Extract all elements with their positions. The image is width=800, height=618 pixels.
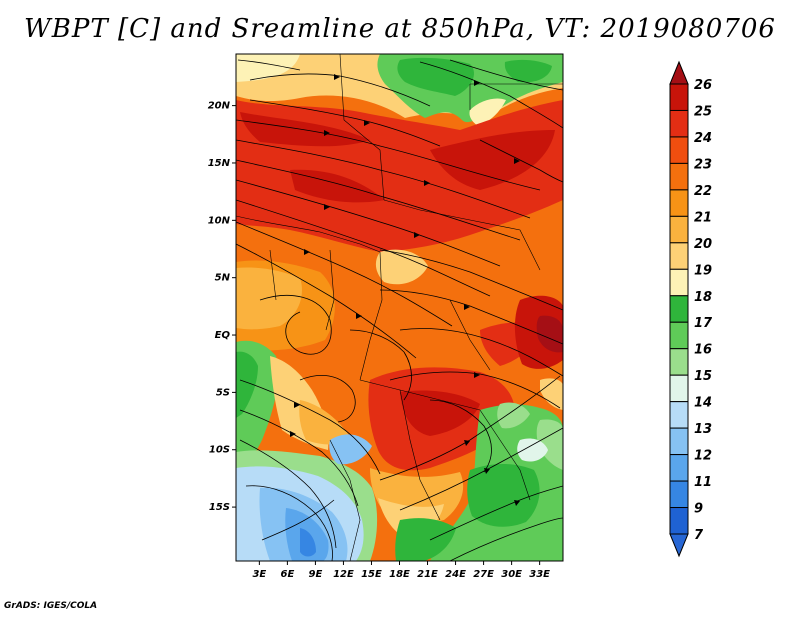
lon-tick-label: 6E (280, 569, 294, 580)
wbpt-field (236, 54, 563, 561)
lat-tick-label: 15N (208, 158, 231, 169)
colorbar-swatch (669, 136, 689, 164)
colorbar-swatch (669, 427, 689, 456)
colorbar-swatch (669, 215, 689, 244)
lon-tick-label: 12E (333, 569, 354, 580)
colorbar-swatch (669, 109, 689, 138)
colorbar-label: 15 (694, 369, 712, 384)
colorbar-label: 9 (694, 502, 703, 517)
colorbar-label: 20 (694, 237, 712, 252)
colorbar-label: 25 (694, 104, 712, 119)
colorbar-label: 11 (694, 475, 712, 490)
colorbar-min-arrow (669, 533, 689, 558)
colorbar-swatch (669, 321, 689, 350)
colorbar-label: 21 (694, 210, 712, 225)
lat-tick-label: 5N (215, 273, 231, 284)
lat-tick-label: 15S (209, 502, 230, 513)
colorbar-label: 18 (694, 290, 712, 305)
lon-tick-label: 27E (473, 569, 494, 580)
lat-tick-label: 5S (216, 387, 230, 398)
longitude-axis: 3E 6E 9E 12E 15E 18E 21E 24E 27E 30E 33E (252, 561, 550, 580)
lon-tick-label: 33E (529, 569, 550, 580)
colorbar-label: 26 (694, 78, 712, 93)
colorbar-swatch (669, 242, 689, 270)
lat-tick-label: 10S (209, 445, 230, 456)
lat-tick-label: 20N (208, 101, 231, 112)
colorbar-label: 7 (694, 528, 704, 543)
colorbar: 26 25 24 23 22 21 20 19 18 17 16 15 14 13 12 11 9 7 (669, 60, 713, 558)
latitude-axis: 20N 15N 10N 5N EQ 5S 10S 15S (208, 101, 236, 513)
colorbar-swatch (669, 268, 689, 297)
colorbar-label: 22 (694, 184, 712, 199)
colorbar-label: 14 (694, 396, 712, 411)
credit-text: GrADS: IGES/COLA (4, 601, 98, 611)
colorbar-swatch (669, 189, 689, 217)
colorbar-label: 24 (694, 131, 712, 146)
colorbar-max-arrow (669, 60, 689, 85)
colorbar-swatch (669, 374, 689, 403)
lon-tick-label: 9E (309, 569, 323, 580)
lon-tick-label: 18E (389, 569, 410, 580)
lat-tick-label: EQ (215, 330, 231, 341)
lon-tick-label: 3E (252, 569, 266, 580)
lon-tick-label: 21E (417, 569, 438, 580)
lat-tick-label: 10N (208, 215, 231, 226)
colorbar-swatch (669, 348, 689, 376)
colorbar-swatch (669, 454, 689, 482)
colorbar-swatch (669, 162, 689, 191)
colorbar-label: 16 (694, 343, 712, 358)
colorbar-swatch (669, 295, 689, 323)
chart-title: WBPT [C] and Sreamline at 850hPa, VT: 20… (24, 14, 776, 44)
lon-tick-label: 24E (445, 569, 466, 580)
colorbar-swatch (669, 401, 689, 429)
lon-tick-label: 15E (361, 569, 382, 580)
colorbar-label: 13 (694, 422, 712, 437)
colorbar-label: 17 (694, 316, 713, 331)
colorbar-swatch (669, 480, 689, 509)
lon-tick-label: 30E (501, 569, 522, 580)
colorbar-label: 12 (694, 449, 712, 464)
colorbar-swatch (669, 83, 689, 111)
colorbar-swatch (669, 507, 689, 535)
colorbar-label: 19 (694, 263, 712, 278)
colorbar-label: 23 (694, 157, 712, 172)
